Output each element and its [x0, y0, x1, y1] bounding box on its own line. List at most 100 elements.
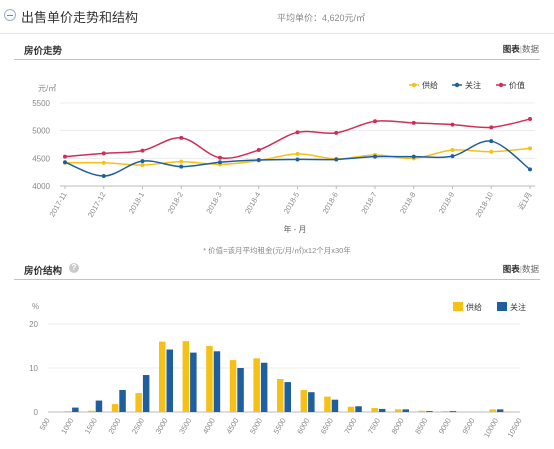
legend-marker: [454, 82, 460, 88]
data-point: [450, 122, 455, 127]
x-tick-label: 9500: [460, 417, 476, 436]
data-point: [334, 130, 339, 135]
legend-label: 价值: [509, 80, 525, 90]
data-point: [101, 151, 106, 156]
x-tick-label: 2500: [130, 417, 146, 436]
x-tick-label: 9000: [437, 417, 453, 436]
tab-chart[interactable]: 图表: [502, 44, 520, 54]
x-tick-label: 10000: [482, 417, 500, 440]
bar: [355, 406, 362, 412]
bar: [300, 390, 308, 412]
bar: [182, 341, 190, 412]
data-point: [450, 148, 455, 153]
x-tick-label: 1500: [83, 417, 99, 436]
data-point: [218, 155, 222, 160]
bar: [402, 409, 409, 412]
y-tick-label: 10: [29, 364, 38, 373]
data-point: [63, 160, 67, 165]
bar: [88, 410, 95, 412]
structure-tabs: 图表|数据: [503, 263, 539, 275]
data-point: [373, 154, 377, 159]
x-tick-label: 2018-4: [243, 191, 262, 216]
data-point: [450, 154, 455, 159]
y-axis-label: 元/㎡: [38, 84, 56, 93]
legend-swatch: [497, 302, 507, 311]
legend-marker: [498, 82, 504, 88]
data-point: [140, 162, 145, 167]
x-tick-label: 3000: [154, 417, 170, 436]
y-tick-label: 20: [29, 320, 38, 329]
data-point: [334, 157, 339, 162]
x-tick-label: 3500: [177, 417, 193, 436]
data-point: [101, 160, 106, 165]
data-point: [528, 146, 532, 151]
price-trend-line-chart: 4000 4500 5000 5500 元/㎡ 2017-11 2017-12 2018-1 2…: [32, 80, 535, 234]
data-point: [256, 148, 261, 153]
data-point: [489, 149, 494, 154]
data-point: [411, 154, 416, 159]
x-tick-label: 2000: [106, 417, 122, 436]
tab-separator: |: [519, 44, 522, 54]
y-tick-label: 5000: [32, 127, 50, 136]
x-tick-label: 4000: [201, 417, 217, 436]
bar: [347, 406, 355, 412]
bar: [308, 392, 315, 412]
data-point: [140, 159, 145, 164]
section-title: 出售单价走势和结构: [21, 10, 139, 25]
data-point: [63, 154, 67, 159]
bar: [324, 396, 331, 412]
bar: [489, 409, 496, 412]
bar: [395, 409, 402, 412]
x-axis-label: 年 - 月: [283, 224, 306, 234]
tab-chart[interactable]: 图表: [502, 264, 520, 274]
legend-label: 关注: [510, 302, 526, 312]
average-price: 平均单价：4,620元/㎡: [277, 13, 366, 23]
bar: [229, 360, 237, 412]
x-tick-label: 5000: [248, 417, 264, 436]
data-point: [179, 164, 184, 169]
data-point: [295, 130, 300, 135]
bar: [277, 379, 284, 412]
data-point: [489, 139, 494, 144]
x-tick-label: 2017-11: [47, 191, 68, 219]
help-icon[interactable]: ?: [69, 263, 79, 273]
x-tick-label: 2018-1: [127, 191, 146, 216]
structure-divider: [14, 279, 540, 280]
bar: [72, 407, 79, 412]
x-tick-label: 2018-9: [437, 191, 456, 216]
bar: [166, 349, 173, 412]
x-tick-label: 7000: [342, 417, 358, 436]
bar: [378, 408, 386, 412]
x-tick-label: 2018-10: [473, 191, 495, 219]
header-divider: [0, 33, 554, 34]
x-tick-label: 2018-6: [321, 191, 340, 216]
tab-data[interactable]: 数据: [521, 264, 539, 274]
data-point: [295, 151, 300, 156]
bar: [442, 411, 449, 412]
data-point: [256, 157, 261, 162]
series-line: [64, 147, 531, 166]
tab-data[interactable]: 数据: [521, 44, 539, 54]
legend-label: 关注: [465, 80, 481, 90]
data-point: [373, 119, 377, 124]
data-point: [528, 117, 532, 122]
legend-label: 供给: [466, 302, 482, 312]
trend-title: 房价走势: [24, 46, 63, 57]
x-tick-label: 10500: [506, 417, 524, 440]
x-tick-label: 8000: [390, 417, 406, 436]
bar: [119, 390, 126, 412]
x-tick-label: 2018-8: [398, 191, 417, 216]
collapse-icon[interactable]: [4, 9, 16, 21]
data-point: [179, 159, 184, 164]
price-structure-bar-chart: 0 10 20% 500 1000 1500 2000 2500 3000 3500 4000 450…: [29, 302, 526, 440]
y-tick-label: 4500: [32, 154, 50, 163]
data-point: [528, 167, 532, 172]
y-tick-label: 0: [34, 408, 39, 417]
footnote: * 价值=该月平均租金(元/月/㎡)x12个月x30年: [203, 246, 351, 255]
x-tick-label: 2018-5: [282, 191, 301, 216]
bar: [206, 346, 213, 412]
structure-title: 房价结构: [24, 266, 63, 277]
bar: [426, 411, 433, 412]
bar: [260, 362, 268, 412]
x-tick-label: 1000: [59, 417, 75, 436]
